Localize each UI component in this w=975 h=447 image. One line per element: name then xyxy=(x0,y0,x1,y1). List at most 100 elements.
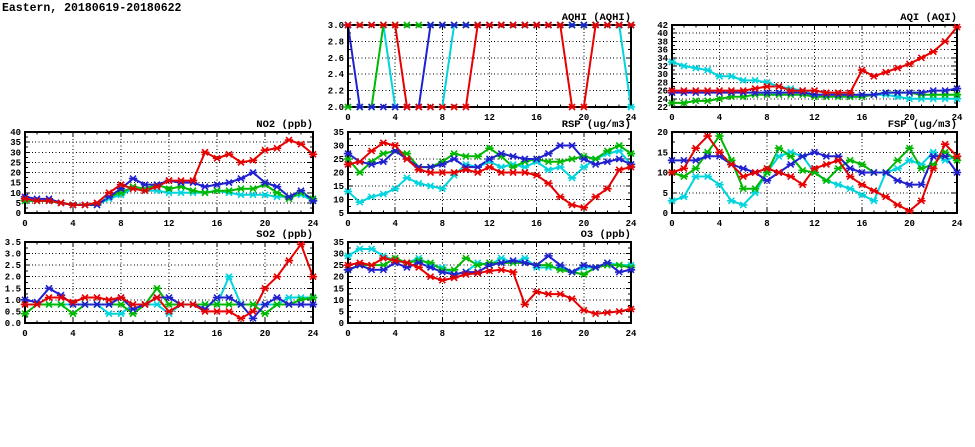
y-tick-label: 2.5 xyxy=(5,261,21,271)
x-tick-label: 12 xyxy=(809,113,820,123)
y-tick-label: 28 xyxy=(657,78,668,88)
series-green-marker xyxy=(152,284,162,292)
series-green-marker xyxy=(739,185,748,193)
chart-svg-so2: 0 4 8 12 16 20 24 0.0 0.51.0 1.52.0 2.53.0 3.5 SO2 (… xyxy=(5,229,319,339)
y-tick-label: 22 xyxy=(657,103,668,113)
series-green-marker xyxy=(893,156,902,164)
series-green-marker xyxy=(567,155,577,163)
series-blue-marker xyxy=(426,163,435,171)
y-tick-label: 2.6 xyxy=(328,54,344,64)
series-cyan-marker xyxy=(739,201,748,209)
series-red-marker xyxy=(92,199,102,207)
series-green-marker xyxy=(343,103,353,111)
series-red-marker xyxy=(703,87,712,95)
series-blue-marker xyxy=(520,155,530,163)
series-red-marker xyxy=(893,201,902,209)
series-blue-marker xyxy=(567,141,577,150)
series-red-marker xyxy=(532,171,541,179)
x-tick-label: 8 xyxy=(440,113,445,123)
series-green-marker xyxy=(200,189,210,197)
series-red-marker xyxy=(497,266,506,274)
series-cyan-marker xyxy=(567,174,577,182)
series-red-marker xyxy=(426,103,435,111)
series-cyan-marker xyxy=(739,76,748,84)
series-red-marker xyxy=(68,298,78,306)
chart-aqi: 0 4 8 12 16 20 24 22 24 26 28 30 32 34 36 38 40 42 AQI (AQ… xyxy=(642,8,973,133)
series-red-marker xyxy=(857,66,867,74)
series-cyan-marker xyxy=(414,179,423,187)
x-tick-label: 16 xyxy=(531,219,542,229)
series-red-marker xyxy=(774,168,784,177)
series-green-marker xyxy=(786,152,795,160)
series-blue-marker xyxy=(473,163,482,171)
series-green-marker xyxy=(248,300,258,309)
series-cyan-marker xyxy=(893,164,902,173)
x-tick-label: 20 xyxy=(904,219,915,229)
series-green-marker xyxy=(461,152,471,160)
series-blue-marker xyxy=(591,263,600,272)
series-red-marker xyxy=(355,259,364,267)
x-tick-label: 24 xyxy=(952,219,963,229)
series-red-marker xyxy=(905,207,914,215)
series-red-marker xyxy=(438,103,447,111)
series-cyan-marker xyxy=(857,191,867,199)
series-red-marker xyxy=(626,21,636,29)
series-red-marker xyxy=(603,309,612,317)
series-red-marker xyxy=(390,141,400,150)
series-blue-marker xyxy=(679,156,689,164)
series-green-marker xyxy=(591,155,600,163)
series-cyan-marker xyxy=(367,245,376,253)
series-cyan-marker xyxy=(544,166,553,174)
y-tick-label: 15 xyxy=(10,179,21,189)
series-red-marker xyxy=(438,168,447,177)
series-red-marker xyxy=(603,21,612,29)
x-tick-label: 24 xyxy=(626,219,637,229)
series-green-marker xyxy=(905,144,914,152)
x-tick-label: 20 xyxy=(904,113,915,123)
series-green-marker xyxy=(691,164,700,173)
series-red-marker xyxy=(236,158,246,166)
series-green-marker xyxy=(44,300,54,309)
x-tick-label: 4 xyxy=(392,113,398,123)
series-cyan-marker xyxy=(248,191,258,199)
series-red-marker xyxy=(485,267,494,275)
series-red-marker xyxy=(739,87,748,95)
series-blue-marker xyxy=(869,91,879,99)
y-tick-label: 15 xyxy=(333,284,344,294)
series-blue-marker xyxy=(80,300,90,309)
series-blue-marker xyxy=(556,261,565,269)
series-blue-marker xyxy=(881,168,890,177)
y-tick-label: 0 xyxy=(339,319,344,329)
series-red-marker xyxy=(414,103,423,111)
x-tick-label: 8 xyxy=(118,219,123,229)
y-tick-label: 35 xyxy=(10,138,21,148)
series-blue-marker xyxy=(497,259,506,267)
y-tick-label: 10 xyxy=(657,169,668,179)
series-red-marker xyxy=(32,300,42,309)
series-green-marker xyxy=(857,160,867,168)
y-tick-label: 24 xyxy=(657,95,668,105)
series-red-marker xyxy=(367,21,376,29)
series-red-marker xyxy=(308,150,318,158)
series-cyan-marker xyxy=(152,300,162,309)
y-tick-label: 1.0 xyxy=(5,296,21,306)
series-green-marker xyxy=(272,300,282,309)
series-red-marker xyxy=(248,156,258,164)
series-red-marker xyxy=(567,103,577,111)
series-green-marker xyxy=(308,293,318,302)
series-blue-marker xyxy=(212,181,222,189)
series-red-marker xyxy=(128,300,138,309)
series-red-marker xyxy=(556,21,565,29)
series-cyan-marker xyxy=(520,163,530,171)
chart-svg-fsp: 0 4 8 12 16 20 24 0 5 10 15 20 FSP (ug/m3) xyxy=(657,119,963,229)
series-blue-marker xyxy=(857,91,867,99)
x-tick-label: 0 xyxy=(345,219,350,229)
series-blue-marker xyxy=(822,152,831,160)
series-blue-marker xyxy=(296,300,306,309)
series-red-marker xyxy=(449,103,459,111)
series-red-marker xyxy=(402,259,412,267)
series-red-marker xyxy=(520,300,530,309)
series-blue-marker xyxy=(615,155,624,163)
y-tick-label: 1.5 xyxy=(5,284,21,294)
